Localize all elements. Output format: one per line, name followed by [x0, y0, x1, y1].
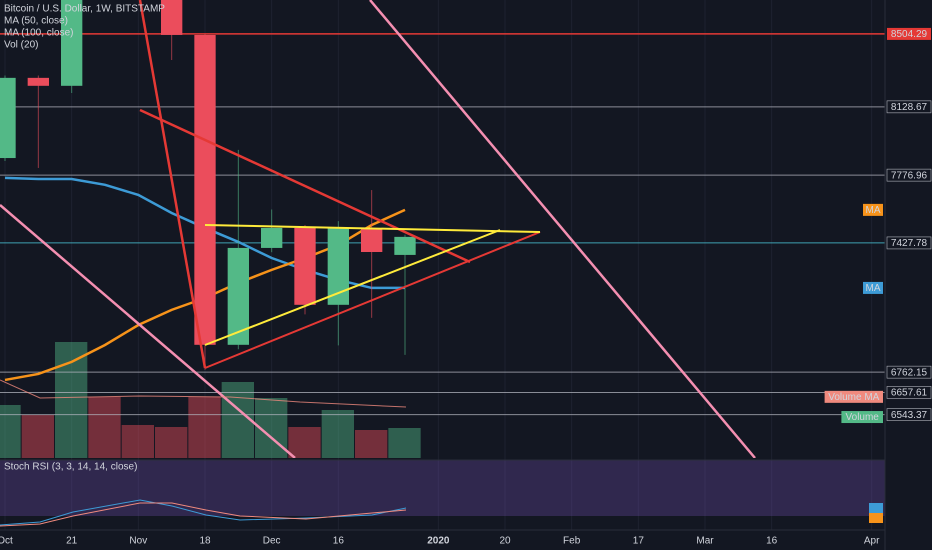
axis-tag-box — [863, 281, 883, 294]
candle-body — [227, 247, 249, 345]
price-label-box — [886, 386, 932, 399]
x-tick-label: 2020 — [427, 536, 450, 547]
y-tick-label: 8128.67 — [891, 102, 928, 113]
x-tick-label: 17 — [633, 536, 645, 547]
volume-bar — [0, 405, 21, 458]
y-tick-label: 7427.78 — [891, 238, 928, 249]
trendline — [204, 231, 541, 369]
axis-tag-box — [824, 390, 883, 403]
drawings — [0, 0, 756, 458]
axis-tag-label: MA — [866, 283, 881, 294]
price-label-box — [886, 100, 932, 114]
x-tick-label: 16 — [333, 536, 345, 547]
price-lines — [0, 33, 885, 416]
volume-bar — [155, 427, 188, 458]
candle-body — [261, 227, 283, 248]
candle-body — [161, 0, 183, 35]
price-label-box — [887, 27, 931, 40]
y-tick-label: 8504.29 — [891, 29, 928, 40]
volume-bar — [188, 397, 221, 458]
x-tick-label: Oct — [0, 536, 13, 547]
x-tick-label: Feb — [563, 536, 581, 547]
axis-tag-label: Volume MA — [828, 392, 879, 403]
time-axis: Oct 21 Nov 18 Dec 16 2020 20 Feb 17 Mar 16 Apr — [0, 536, 880, 547]
stoch-band — [0, 460, 885, 516]
candle-body — [0, 77, 16, 159]
y-tick-label: 7776.96 — [891, 170, 928, 181]
trendline — [204, 224, 541, 233]
candle-body — [294, 227, 316, 305]
volume-bar — [321, 410, 354, 458]
legend-entry: MA (100, close) — [4, 28, 73, 39]
candle-body — [394, 236, 416, 255]
x-tick-label: Nov — [129, 536, 147, 547]
y-tick-label: 6657.61 — [891, 388, 928, 399]
x-tick-label: 20 — [499, 536, 511, 547]
candle-body — [61, 0, 83, 86]
price-label-box — [886, 236, 932, 250]
volume-bar — [55, 342, 88, 458]
volume-bar — [21, 415, 55, 458]
y-tick-label: 6762.15 — [891, 367, 928, 378]
stoch-k-marker — [869, 503, 883, 513]
trendline — [139, 108, 471, 264]
x-tick-label: Mar — [696, 536, 714, 547]
trendline — [204, 229, 501, 346]
price-axis: 8504.29 8128.67 7776.96 7427.78 6762.15 6657.… — [824, 27, 932, 424]
candle-body — [194, 34, 216, 345]
volume-bar — [355, 430, 388, 458]
stoch-d-marker — [869, 513, 883, 523]
candle-body — [27, 77, 49, 86]
price-label-box — [886, 168, 932, 182]
candle-body — [361, 227, 383, 253]
axis-tag-label: Volume — [846, 412, 880, 423]
x-tick-label: 16 — [766, 536, 778, 547]
chart-title: Bitcoin / U.S. Dollar, 1W, BITSTAMP — [4, 4, 165, 15]
volume-bar — [388, 428, 421, 458]
y-tick-label: 6543.37 — [891, 410, 928, 421]
volume-ma-line — [0, 379, 407, 408]
volume-bar — [221, 382, 254, 458]
trendline — [138, 0, 207, 369]
x-tick-label: Dec — [263, 536, 281, 547]
volume-bar — [88, 397, 121, 458]
price-pane — [0, 0, 416, 382]
x-tick-label: 21 — [66, 536, 78, 547]
price-label-box — [886, 365, 932, 379]
trendline — [369, 0, 756, 458]
axis-tag-label: MA — [866, 205, 881, 216]
volume-bar — [288, 427, 321, 458]
price-label-box — [886, 408, 932, 421]
x-tick-label: Apr — [864, 536, 880, 547]
candle-body — [327, 227, 349, 305]
x-tick-label: 18 — [199, 536, 211, 547]
axis-tag-box — [863, 203, 883, 216]
stoch-d-line — [0, 502, 407, 527]
trendline — [0, 204, 296, 458]
legend-entry: Vol (20) — [4, 40, 38, 51]
legend-entry: MA (50, close) — [4, 16, 68, 27]
pane-title: Stoch RSI (3, 3, 14, 14, close) — [4, 462, 137, 473]
volume-bar — [121, 425, 154, 458]
legend: Bitcoin / U.S. Dollar, 1W, BITSTAMP MA (… — [4, 4, 165, 473]
axis-tag-box — [841, 411, 883, 424]
